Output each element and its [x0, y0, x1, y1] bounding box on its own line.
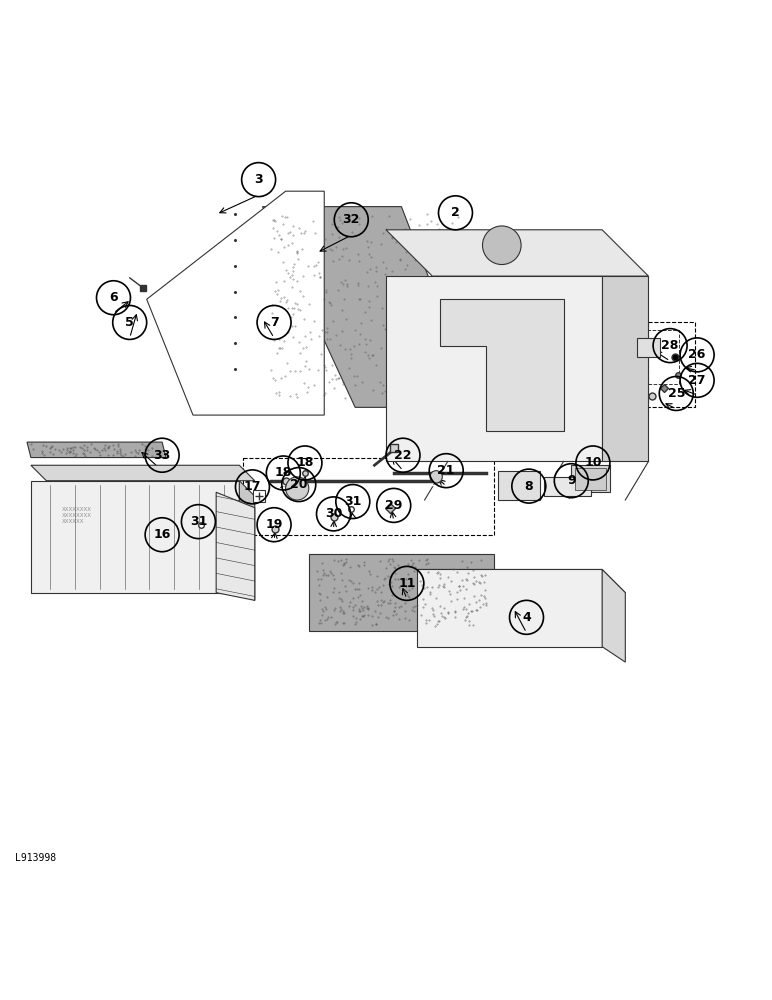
- Polygon shape: [239, 481, 255, 600]
- Polygon shape: [386, 276, 602, 461]
- Text: 11: 11: [398, 577, 415, 590]
- Text: 19: 19: [266, 518, 283, 531]
- Polygon shape: [386, 230, 648, 276]
- Text: 16: 16: [154, 528, 171, 541]
- Text: 7: 7: [269, 316, 279, 329]
- Polygon shape: [544, 477, 591, 496]
- FancyBboxPatch shape: [475, 303, 537, 342]
- Text: 28: 28: [662, 339, 679, 352]
- Text: 10: 10: [584, 456, 601, 469]
- Text: 30: 30: [325, 507, 342, 520]
- Polygon shape: [575, 468, 606, 490]
- Polygon shape: [147, 191, 324, 415]
- Text: 17: 17: [244, 480, 261, 493]
- Polygon shape: [216, 492, 255, 600]
- Text: 3: 3: [254, 173, 263, 186]
- Polygon shape: [602, 276, 648, 461]
- FancyBboxPatch shape: [498, 471, 540, 500]
- Text: 21: 21: [438, 464, 455, 477]
- Polygon shape: [31, 465, 255, 481]
- Text: 9: 9: [567, 474, 576, 487]
- Text: 27: 27: [689, 374, 706, 387]
- Text: L913998: L913998: [15, 853, 56, 863]
- Polygon shape: [440, 299, 564, 431]
- Polygon shape: [31, 481, 239, 593]
- Polygon shape: [417, 569, 602, 647]
- Text: 26: 26: [689, 348, 706, 361]
- Polygon shape: [571, 465, 610, 492]
- Circle shape: [482, 226, 521, 265]
- Text: 2: 2: [451, 206, 460, 219]
- Text: 31: 31: [190, 515, 207, 528]
- Polygon shape: [637, 338, 660, 357]
- Text: 4: 4: [522, 611, 531, 624]
- Circle shape: [430, 471, 442, 483]
- Text: 5: 5: [125, 316, 134, 329]
- Text: 33: 33: [154, 449, 171, 462]
- Text: 18: 18: [296, 456, 313, 469]
- Polygon shape: [417, 569, 625, 593]
- Polygon shape: [262, 207, 479, 407]
- Text: 25: 25: [668, 387, 685, 400]
- Text: 22: 22: [394, 449, 411, 462]
- Polygon shape: [309, 554, 494, 631]
- Text: 18: 18: [275, 466, 292, 479]
- Text: 6: 6: [109, 291, 118, 304]
- Text: XXXXXXXX
XXXXXXXX
XXXXXX: XXXXXXXX XXXXXXXX XXXXXX: [62, 507, 92, 524]
- Circle shape: [286, 477, 309, 500]
- Text: 29: 29: [385, 499, 402, 512]
- Text: 20: 20: [290, 478, 307, 491]
- Text: 31: 31: [344, 495, 361, 508]
- Polygon shape: [602, 569, 625, 662]
- Polygon shape: [27, 442, 166, 458]
- Text: 32: 32: [343, 213, 360, 226]
- Text: 8: 8: [524, 480, 533, 493]
